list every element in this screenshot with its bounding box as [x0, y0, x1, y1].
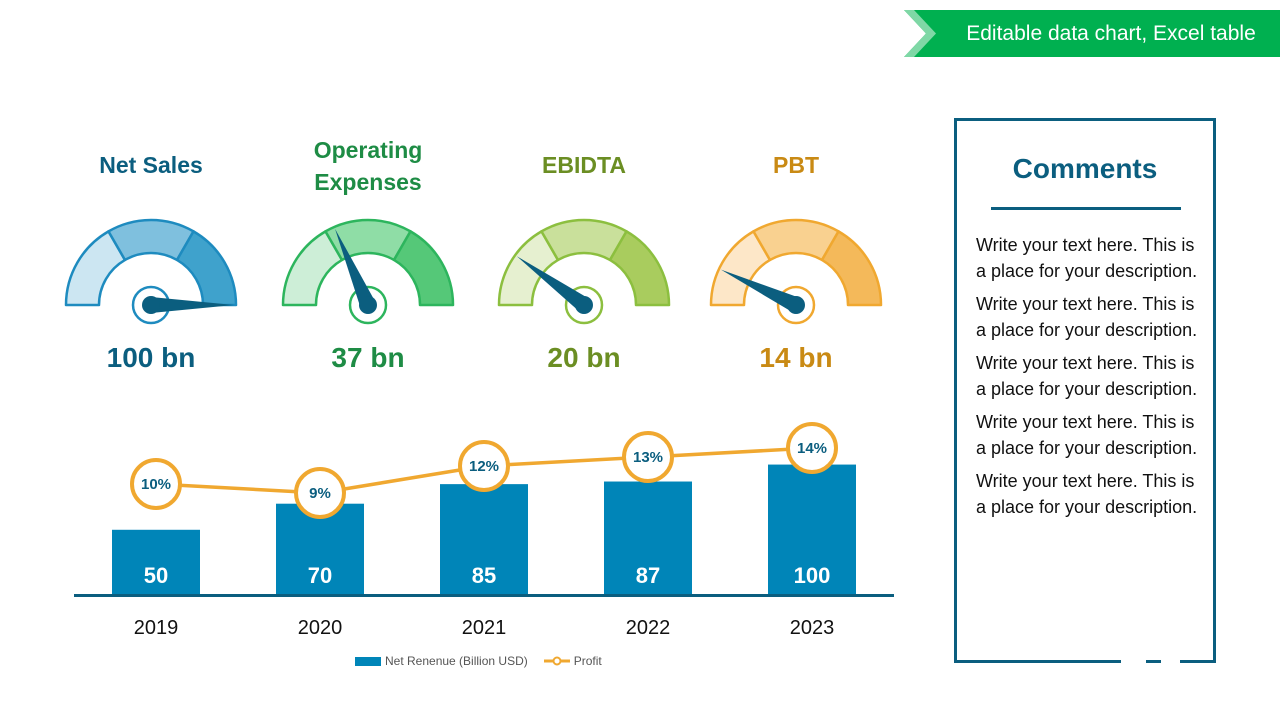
- gauge-segment: [820, 230, 883, 307]
- comments-list: Write your text here. This is a place fo…: [976, 232, 1206, 527]
- gauge-title-net-sales: Net Sales: [99, 152, 203, 178]
- comments-panel: Comments Write your text here. This is a…: [954, 118, 1216, 663]
- gauge-needle: [335, 228, 376, 309]
- legend-label-profit: Profit: [573, 654, 602, 668]
- gauge-segment: [392, 230, 455, 307]
- gauge-value-net-sales: 100 bn: [106, 342, 196, 373]
- gauge-needle: [151, 297, 234, 313]
- bar-value-label: 87: [636, 563, 660, 588]
- profit-value-label: 10%: [141, 476, 171, 493]
- gauge-hub: [359, 296, 377, 314]
- comments-divider: [991, 207, 1181, 210]
- gauge-value-ebidta: 20 bn: [547, 342, 621, 373]
- bar-value-label: 85: [472, 563, 496, 588]
- revenue-profit-chart: 50 2019 70 2020 85 2021 87 2022 100 2023 10% 9% 12% 1…: [74, 422, 894, 639]
- gauge-hub: [787, 296, 805, 314]
- profit-value-label: 12%: [469, 458, 499, 475]
- gauge-value-operating-expenses: 37 bn: [331, 342, 405, 373]
- gauge-value-pbt: 14 bn: [759, 342, 833, 373]
- profit-marker: [622, 431, 674, 483]
- profit-value-label: 13%: [633, 449, 663, 466]
- comments-title: Comments: [1012, 153, 1158, 184]
- gauge-title-operating-expenses: Operating Expenses: [313, 137, 423, 195]
- gauge-hub: [575, 296, 593, 314]
- bar-2022: [604, 481, 692, 595]
- comment-item: Write your text here. This is a place fo…: [976, 471, 1198, 517]
- comment-item: Write your text here. This is a place fo…: [976, 353, 1198, 399]
- gauge-segment: [608, 230, 671, 307]
- banner: Editable data chart, Excel table: [904, 10, 1280, 57]
- x-tick-label: 2019: [134, 617, 179, 639]
- gauge-segment: [175, 230, 238, 307]
- comments-border-bottom: [954, 660, 1121, 663]
- chart-legend: Net Renenue (Billion USD) Profit: [355, 654, 602, 668]
- legend-swatch-revenue: [355, 656, 381, 666]
- x-tick-label: 2023: [790, 617, 835, 639]
- bar-2019: [112, 529, 200, 595]
- profit-value-label: 9%: [309, 485, 331, 502]
- comments-border-bottom: [1146, 660, 1161, 663]
- comment-item: Write your text here. This is a place fo…: [976, 412, 1198, 458]
- gauge-operating-expenses: [281, 218, 455, 325]
- profit-value-label: 14%: [797, 440, 827, 457]
- gauge-needle: [720, 269, 800, 313]
- comment-item: Write your text here. This is a place fo…: [976, 294, 1198, 340]
- x-tick-label: 2021: [462, 617, 507, 639]
- profit-marker: [130, 458, 182, 510]
- bar-value-label: 100: [794, 563, 831, 588]
- x-tick-label: 2020: [298, 617, 343, 639]
- profit-marker: [458, 440, 510, 492]
- profit-marker: [786, 422, 838, 474]
- bar-2021: [440, 484, 528, 595]
- gauge-title-ebidta: EBIDTA: [542, 152, 626, 178]
- profit-marker: [294, 467, 346, 519]
- banner-shape: [904, 10, 1280, 57]
- legend-swatch-profit: [543, 656, 570, 666]
- gauge-ebidta: [497, 218, 671, 325]
- gauge-hub: [142, 296, 160, 314]
- x-tick-label: 2022: [626, 617, 671, 639]
- gauge-pbt: [709, 218, 883, 325]
- banner-text: Editable data chart, Excel table: [966, 22, 1256, 45]
- bar-value-label: 50: [144, 563, 168, 588]
- gauge-needle: [516, 256, 589, 312]
- gauge-net-sales: [64, 218, 238, 325]
- legend-label-revenue: Net Renenue (Billion USD): [385, 654, 528, 668]
- comments-border-bottom: [1180, 660, 1216, 663]
- bar-value-label: 70: [308, 563, 332, 588]
- gauge-title-pbt: PBT: [773, 152, 819, 178]
- comment-item: Write your text here. This is a place fo…: [976, 235, 1198, 281]
- bar-2023: [768, 464, 856, 595]
